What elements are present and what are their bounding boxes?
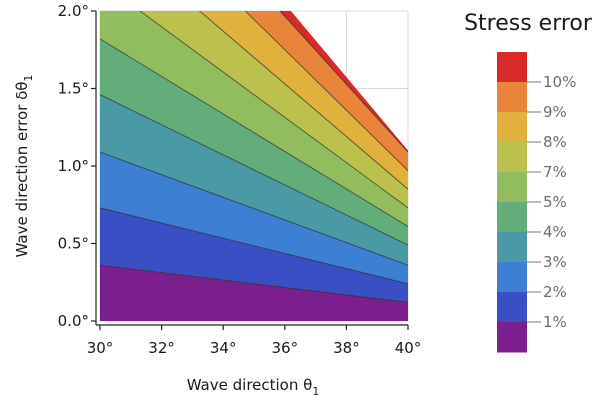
- x-tick-label: 36°: [272, 339, 299, 357]
- contour-band: [100, 152, 408, 284]
- y-tick-label: 2.0°: [58, 2, 89, 20]
- x-tick-label: 32°: [148, 339, 175, 357]
- legend-label: 8%: [543, 133, 567, 151]
- y-tick-label: 0.5°: [58, 235, 89, 253]
- contour-line: [100, 11, 408, 190]
- contour-band: [100, 11, 408, 227]
- axes: 30° 32° 34° 36° 38° 40° 0.0° 0.5° 1.0° 1.5° 2.0°: [58, 2, 422, 357]
- contour-line: [100, 11, 408, 171]
- legend-swatch: [497, 172, 527, 203]
- legend-label: 7%: [543, 163, 567, 181]
- legend-swatch: [497, 52, 527, 83]
- contour-line: [100, 11, 408, 153]
- legend-swatch: [497, 112, 527, 143]
- legend-swatch: [497, 322, 527, 353]
- legend-label: 4%: [543, 223, 567, 241]
- legend-swatch: [497, 262, 527, 293]
- legend-swatch: [497, 292, 527, 323]
- contour-band: [100, 11, 408, 208]
- contour-band: [100, 94, 408, 266]
- x-axis-title: Wave direction θ1: [187, 376, 320, 398]
- legend-swatch: [497, 82, 527, 113]
- contour-line: [100, 94, 408, 246]
- y-tick-label: 0.0°: [58, 312, 89, 330]
- legend-swatch: [497, 232, 527, 263]
- legend-label: 9%: [543, 103, 567, 121]
- legend-label: 2%: [543, 283, 567, 301]
- contour-band: [100, 11, 408, 190]
- contour-line: [100, 207, 408, 285]
- legend-label: 1%: [543, 313, 567, 331]
- contour-line: [100, 151, 408, 266]
- y-tick-label: 1.5°: [58, 80, 89, 98]
- legend-title: Stress error: [464, 11, 593, 36]
- contour-line: [100, 264, 408, 303]
- contour-band: [100, 265, 408, 321]
- legend-label: 3%: [543, 253, 567, 271]
- x-tick-label: 30°: [87, 339, 114, 357]
- contour-band: [100, 11, 408, 171]
- contour-line: [100, 11, 408, 209]
- contour-band: [100, 207, 408, 303]
- legend-swatch: [497, 142, 527, 173]
- legend: 10% 9% 8% 7% 5% 4% 3% 2% 1%: [497, 52, 576, 353]
- contour-band: [100, 38, 408, 246]
- y-tick-label: 1.0°: [58, 157, 89, 175]
- y-axis-title: Wave direction error δθ1: [13, 75, 35, 258]
- contour-line: [100, 38, 408, 227]
- x-tick-label: 40°: [395, 339, 422, 357]
- contour-bands: [100, 11, 408, 321]
- legend-swatch: [497, 202, 527, 233]
- legend-label: 5%: [543, 193, 567, 211]
- x-tick-label: 34°: [210, 339, 237, 357]
- legend-label: 10%: [543, 73, 576, 91]
- x-tick-label: 38°: [333, 339, 360, 357]
